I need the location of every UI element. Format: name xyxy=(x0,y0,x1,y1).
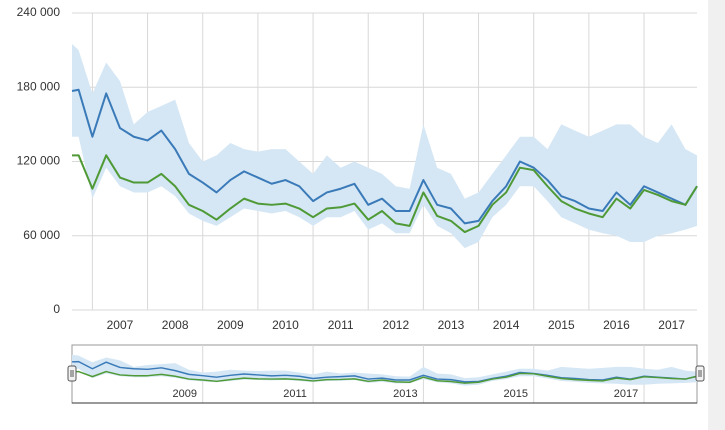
range-band xyxy=(72,43,697,249)
x-tick-label: 2010 xyxy=(272,318,299,332)
x-tick-label: 2007 xyxy=(107,318,134,332)
x-tick-label: 2008 xyxy=(162,318,189,332)
y-tick-label: 120 000 xyxy=(17,154,61,168)
navigator-handle xyxy=(695,365,705,382)
x-tick-label: 2009 xyxy=(217,318,244,332)
navigator-tick-label: 2011 xyxy=(283,388,307,400)
plot: 0 60 000 120 000 180 000 240 000 2007 2008 2009… xyxy=(17,5,698,332)
navigator-tick-label: 2015 xyxy=(503,388,527,400)
series-line xyxy=(72,370,698,384)
navigator-tick-label: 2013 xyxy=(393,388,417,400)
series-line xyxy=(72,154,698,234)
x-tick-label: 2015 xyxy=(548,318,575,332)
series-line xyxy=(71,360,698,383)
x-tick-label: 2013 xyxy=(438,318,465,332)
y-tick-label: 60 000 xyxy=(23,228,60,242)
x-tick-label: 2014 xyxy=(493,318,520,332)
series-line xyxy=(71,88,698,225)
range-band xyxy=(72,354,697,386)
navigator-tick-label: 2017 xyxy=(614,388,638,400)
x-tick-label: 2012 xyxy=(382,318,409,332)
navigator-tick-label: 2009 xyxy=(172,388,196,400)
y-tick-label: 240 000 xyxy=(17,5,61,19)
x-tick-label: 2017 xyxy=(658,318,685,332)
navigator: 2009 2011 2013 2015 2017 xyxy=(67,344,705,404)
scrollbar xyxy=(708,0,725,430)
navigator-handle xyxy=(67,365,77,382)
y-tick-label: 0 xyxy=(53,302,60,316)
x-tick-label: 2016 xyxy=(603,318,630,332)
y-tick-label: 180 000 xyxy=(17,79,61,93)
x-tick-label: 2011 xyxy=(328,318,354,332)
